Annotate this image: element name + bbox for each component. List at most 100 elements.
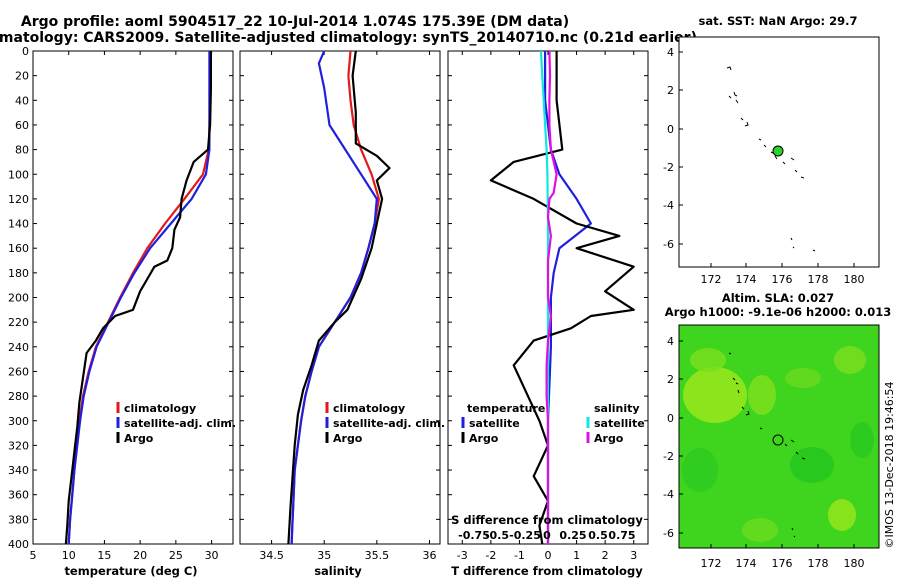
depth-tick-label: 160 <box>8 242 29 255</box>
sla-high <box>834 346 866 374</box>
x-tick-label: 15 <box>97 549 111 562</box>
sla-field-blobs <box>682 346 874 542</box>
tick-label: 2 <box>667 373 674 386</box>
sst-map-tickmarks <box>679 51 855 267</box>
depth-tick-label: 220 <box>8 316 29 329</box>
sst-map-title: sat. SST: NaN Argo: 29.7 <box>698 14 857 28</box>
island <box>728 91 739 104</box>
tick-label: 176 <box>772 557 793 570</box>
series-line-climatology <box>67 51 212 545</box>
series-line-temperature-argo <box>489 51 635 545</box>
x-tick-label: -3 <box>457 549 468 562</box>
legend-label: satellite <box>594 417 645 430</box>
legend-label: satellite <box>469 417 520 430</box>
depth-tick-label: 320 <box>8 439 29 452</box>
depth-tick-label: 300 <box>8 415 29 428</box>
legend-title-salinity: salinity <box>594 402 640 415</box>
depth-tick-label: 180 <box>8 267 29 280</box>
sla-high <box>748 375 776 415</box>
depth-tick-label: 280 <box>8 390 29 403</box>
s-tick: -0.75 <box>458 529 490 542</box>
difference-xlabel: T difference from climatology <box>451 564 643 578</box>
x-tick-label: -1 <box>514 549 525 562</box>
legend-label: Argo <box>333 432 363 445</box>
island <box>740 117 749 127</box>
temperature-legend: climatology satellite-adj. clim. Argo <box>116 402 236 445</box>
sla-high <box>828 499 856 531</box>
argo-location-marker-sla <box>772 434 784 446</box>
tick-label: -6 <box>663 527 674 540</box>
tick-label: 0 <box>667 412 674 425</box>
x-tick-label: 25 <box>169 549 183 562</box>
depth-tick-label: 240 <box>8 341 29 354</box>
depth-axis: 0 20 40 60 80 100 120 140 160 180 200 220 240 260 280 3… <box>8 45 648 551</box>
tick-label: 174 <box>736 557 757 570</box>
sst-map-yticks: 4 2 0 -2 -4 -6 <box>663 46 674 251</box>
sla-low <box>682 448 718 492</box>
title-line2: Climatology: CARS2009. Satellite-adjuste… <box>0 30 697 46</box>
tick-label: 172 <box>701 557 722 570</box>
depth-tick-label: 200 <box>8 292 29 305</box>
s-tick: 0.5 <box>588 529 608 542</box>
depth-tick-label: 20 <box>15 70 29 83</box>
depth-tick-label: 260 <box>8 365 29 378</box>
tick-label: 4 <box>667 335 674 348</box>
series-line-salinity-argo <box>545 50 558 544</box>
island <box>790 237 816 252</box>
s-difference-label: S difference from climatology <box>451 513 643 527</box>
depth-tick-label: 40 <box>15 94 29 107</box>
legend-label: Argo <box>124 432 154 445</box>
sla-high <box>690 348 726 372</box>
x-tick-label: 0 <box>545 549 552 562</box>
title-line1: Argo profile: aoml 5904517_22 10-Jul-201… <box>21 14 569 30</box>
sla-map-title2: Argo h1000: -9.1e-06 h2000: 0.013 <box>665 305 891 319</box>
tick-label: 0 <box>667 123 674 136</box>
temperature-xlabel: temperature (deg C) <box>64 564 197 578</box>
x-tick-label: 35 <box>317 549 331 562</box>
s-tick: -0.5 <box>485 529 509 542</box>
tick-label: 178 <box>808 557 829 570</box>
depth-tick-label: 0 <box>22 45 29 58</box>
tick-label: 172 <box>701 273 722 286</box>
tick-label: 176 <box>772 273 793 286</box>
tick-label: 180 <box>844 557 865 570</box>
sla-high <box>785 368 821 388</box>
sla-high <box>742 518 778 542</box>
s-tick: 0 <box>543 529 551 542</box>
depth-tick-label: 60 <box>15 119 29 132</box>
series-line-satellite-adj-clim- <box>290 50 378 545</box>
tick-label: -2 <box>663 450 674 463</box>
series-line-argo <box>287 50 391 545</box>
x-tick-label: 10 <box>62 549 76 562</box>
island <box>758 138 778 160</box>
difference-legend: temperature satellite Argo salinity sate… <box>461 402 645 445</box>
sla-high <box>683 367 747 423</box>
island <box>726 66 732 71</box>
s-difference-ticks: -0.75 -0.5 -0.25 0 0.25 0.5 0.75 <box>458 529 635 542</box>
legend-label: Argo <box>469 432 499 445</box>
difference-axis: -3 -2 -1 0 1 2 3 <box>457 51 637 562</box>
temperature-panel-frame <box>32 50 234 545</box>
tick-label: 178 <box>808 273 829 286</box>
tick-label: -6 <box>663 238 674 251</box>
legend-label: climatology <box>124 402 196 415</box>
island <box>728 352 740 394</box>
x-tick-label: 3 <box>630 549 637 562</box>
argo-location-marker <box>772 145 784 157</box>
depth-tick-label: 380 <box>8 513 29 526</box>
x-tick-label: 30 <box>205 549 219 562</box>
legend-title-temperature: temperature <box>467 402 545 415</box>
tick-label: -4 <box>663 199 674 212</box>
copyright-stamp: ©IMOS 13-Dec-2018 19:46:54 <box>883 382 896 549</box>
sla-map-yticks: 4 2 0 -2 -4 -6 <box>663 335 674 540</box>
depth-tick-label: 80 <box>15 144 29 157</box>
series-line-argo <box>64 51 212 545</box>
x-tick-label: 20 <box>133 549 147 562</box>
sla-low <box>790 447 834 483</box>
x-tick-label: 1 <box>573 549 580 562</box>
profile-series <box>64 50 635 545</box>
sla-map-xticks: 172 174 176 178 180 <box>701 557 865 570</box>
sla-islands <box>728 352 806 538</box>
legend-label: Argo <box>594 432 624 445</box>
